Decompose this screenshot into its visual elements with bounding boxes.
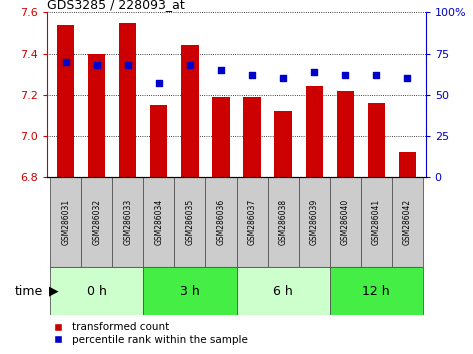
Bar [336,91,354,177]
Point [124,62,131,68]
Text: GSM286040: GSM286040 [341,199,350,245]
Text: time: time [14,285,43,298]
Bar [330,177,360,267]
Bar [306,86,323,177]
Bar [205,177,236,267]
Point [217,67,225,73]
Point [403,75,411,81]
Bar [268,177,298,267]
Bar [360,177,392,267]
Text: ▶: ▶ [45,285,59,298]
Bar [244,97,261,177]
Bar [150,105,167,177]
Bar [212,97,229,177]
Text: 0 h: 0 h [87,285,107,298]
Bar [57,25,74,177]
Text: GSM286042: GSM286042 [403,199,412,245]
Bar [88,53,105,177]
Bar [182,45,199,177]
Legend: transformed count, percentile rank within the sample: transformed count, percentile rank withi… [43,318,252,349]
Bar [368,103,385,177]
Bar [143,177,175,267]
Text: GSM286041: GSM286041 [372,199,381,245]
Text: GSM286032: GSM286032 [92,199,101,245]
Text: GSM286033: GSM286033 [123,199,132,245]
Point [248,72,256,78]
Text: 3 h: 3 h [180,285,200,298]
Bar [51,177,81,267]
Bar [298,177,330,267]
Bar [236,177,268,267]
Text: GDS3285 / 228093_at: GDS3285 / 228093_at [47,0,185,11]
Point [310,69,318,74]
Point [155,80,163,86]
Text: GSM286035: GSM286035 [185,199,194,245]
Bar [236,267,330,315]
Bar [113,177,143,267]
Bar [399,152,416,177]
Point [93,62,101,68]
Bar [392,177,422,267]
Bar [51,267,143,315]
Text: GSM286039: GSM286039 [309,199,318,245]
Point [186,62,194,68]
Text: GSM286034: GSM286034 [155,199,164,245]
Point [342,72,349,78]
Bar [81,177,113,267]
Point [279,75,287,81]
Bar [330,267,422,315]
Text: 6 h: 6 h [273,285,293,298]
Text: GSM286038: GSM286038 [279,199,288,245]
Bar [175,177,205,267]
Text: GSM286031: GSM286031 [61,199,70,245]
Point [62,59,70,65]
Text: GSM286037: GSM286037 [247,199,256,245]
Text: GSM286036: GSM286036 [217,199,226,245]
Bar [274,111,291,177]
Bar [119,23,137,177]
Text: 12 h: 12 h [362,285,390,298]
Point [372,72,380,78]
Bar [143,267,236,315]
